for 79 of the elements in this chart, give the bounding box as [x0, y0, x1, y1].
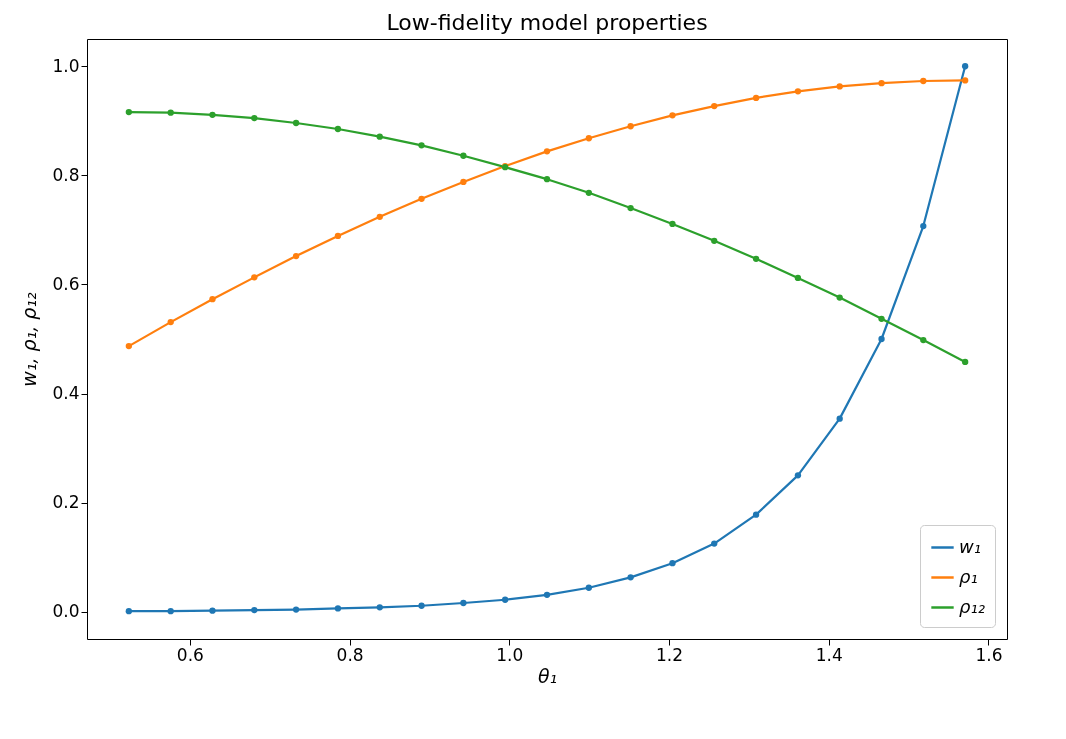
x-tick-label: 0.8 — [336, 644, 364, 665]
point — [292, 606, 300, 613]
point — [460, 152, 467, 159]
x-tick-label: 0.6 — [176, 644, 204, 665]
point — [376, 213, 383, 220]
point — [543, 591, 551, 598]
point — [836, 415, 843, 422]
point — [961, 358, 969, 366]
point — [585, 135, 593, 142]
x-tick-label: 1.2 — [656, 644, 684, 665]
point — [125, 608, 133, 615]
point — [794, 88, 802, 95]
point — [711, 540, 718, 547]
point — [543, 176, 551, 183]
legend-label: ρ₁₂ — [959, 595, 985, 617]
point — [292, 119, 300, 127]
point — [501, 596, 509, 603]
chart-title: Low-fidelity model properties — [386, 10, 708, 35]
point — [251, 114, 258, 122]
point — [669, 220, 676, 228]
point — [376, 604, 383, 611]
y-tick-label: 0.0 — [52, 601, 80, 622]
point — [836, 83, 843, 90]
y-tick-label: 0.4 — [52, 383, 80, 404]
point — [752, 94, 760, 102]
point — [711, 237, 718, 244]
point — [167, 608, 174, 615]
y-tick-label: 1.0 — [52, 55, 80, 76]
point — [836, 294, 843, 301]
x-axis-title: θ₁ — [537, 664, 558, 687]
y-tick-label: 0.8 — [52, 164, 80, 185]
point — [209, 296, 216, 303]
point — [961, 63, 969, 70]
point — [251, 606, 258, 614]
point — [334, 232, 342, 240]
point — [167, 318, 174, 326]
point — [209, 111, 216, 118]
point — [794, 472, 802, 479]
point — [961, 77, 969, 84]
point — [669, 112, 676, 119]
point — [125, 108, 133, 116]
point — [627, 574, 634, 581]
point — [292, 252, 300, 260]
x-tick-label: 1.6 — [975, 644, 1003, 665]
point — [251, 274, 258, 281]
point — [334, 125, 342, 133]
point — [752, 255, 760, 262]
point — [334, 605, 342, 612]
point — [167, 109, 174, 116]
legend-label: ρ₁ — [959, 565, 978, 587]
point — [794, 274, 802, 282]
point — [376, 133, 383, 140]
point — [878, 315, 885, 322]
legend-label: w₁ — [959, 535, 981, 557]
point — [460, 599, 467, 607]
point — [418, 195, 425, 202]
y-axis-title: w₁, ρ₁, ρ₁₂ — [18, 291, 41, 387]
point — [920, 77, 927, 85]
point — [920, 222, 927, 230]
x-tick-label: 1.4 — [815, 644, 843, 665]
y-tick-label: 0.2 — [52, 492, 80, 513]
y-tick-label: 0.6 — [52, 273, 80, 294]
point — [543, 148, 551, 155]
point — [209, 607, 216, 614]
point — [878, 80, 885, 87]
x-tick-label: 1.0 — [496, 644, 524, 665]
point — [711, 102, 718, 110]
point — [585, 584, 593, 591]
point — [878, 335, 885, 343]
point — [418, 602, 425, 609]
point — [460, 178, 467, 186]
point — [627, 123, 634, 130]
point — [585, 189, 593, 196]
point — [418, 142, 425, 149]
point — [125, 342, 133, 350]
point — [920, 336, 927, 344]
point — [627, 204, 634, 212]
point — [752, 511, 760, 518]
point — [669, 560, 676, 567]
